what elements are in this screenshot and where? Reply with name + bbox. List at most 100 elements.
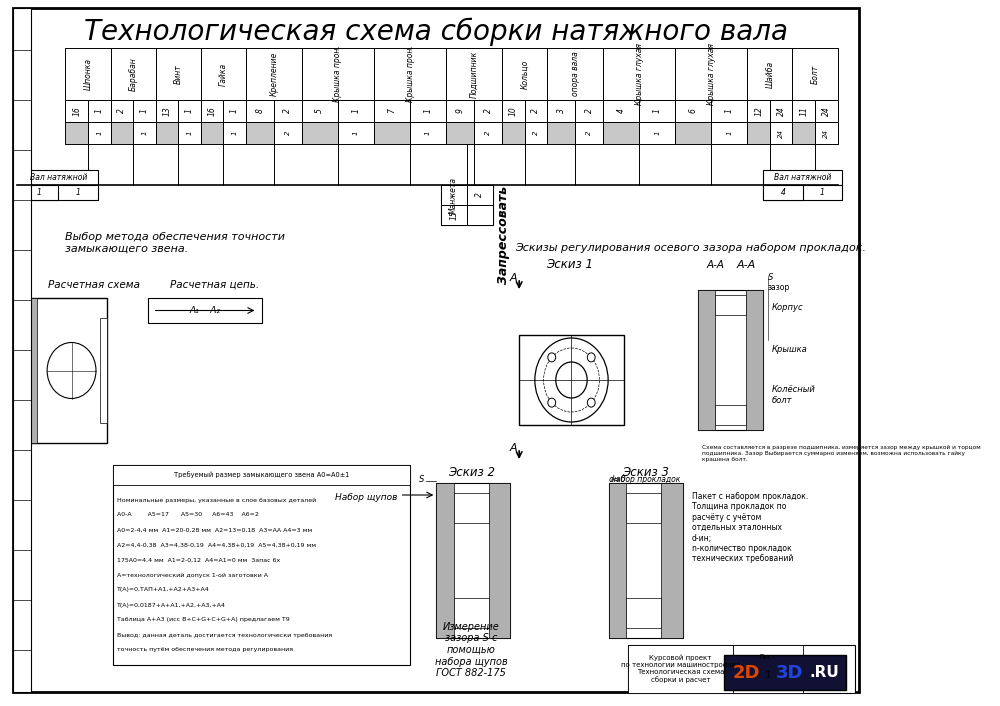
Bar <box>274 122 302 144</box>
Text: Расчетная цепь.: Расчетная цепь. <box>170 280 259 290</box>
Bar <box>661 483 683 638</box>
Bar <box>454 598 489 628</box>
Bar <box>609 483 626 638</box>
Bar <box>502 100 525 122</box>
Bar <box>519 335 624 425</box>
Bar <box>815 100 838 122</box>
Bar <box>792 48 838 100</box>
Circle shape <box>548 353 556 362</box>
Bar <box>201 122 223 144</box>
Text: 175А0=4,4 мм  А1=2-0,12  А4=А1=0 мм  Запас 6х: 175А0=4,4 мм А1=2-0,12 А4=А1=0 мм Запас … <box>117 558 280 563</box>
Text: А2=4,4-0,38  А3=4,38-0,19  А4=4,38+0,19  А5=4,38+0,19 мм: А2=4,4-0,38 А3=4,38-0,19 А4=4,38+0,19 А5… <box>117 542 316 547</box>
Bar <box>19 185 98 200</box>
Text: опора вала: опора вала <box>571 52 580 97</box>
Bar <box>88 122 111 144</box>
Bar <box>792 100 815 122</box>
Bar <box>441 185 467 205</box>
Text: точность путём обеспечения метода регулирования: точность путём обеспечения метода регули… <box>117 647 293 652</box>
Bar <box>111 122 133 144</box>
Circle shape <box>47 342 96 398</box>
Bar <box>746 290 763 430</box>
Bar <box>675 122 711 144</box>
Bar <box>374 122 410 144</box>
Text: 13: 13 <box>162 106 171 116</box>
Text: Запрессовать: Запрессовать <box>497 186 510 284</box>
Bar <box>13 8 31 692</box>
Bar <box>201 100 223 122</box>
Bar <box>441 185 493 225</box>
Bar <box>770 100 792 122</box>
Bar <box>156 100 178 122</box>
Text: 1: 1 <box>232 131 238 136</box>
Text: Расчетная схема: Расчетная схема <box>48 280 140 290</box>
Text: 24: 24 <box>823 128 829 138</box>
Text: 16: 16 <box>72 106 81 116</box>
Text: A₁    A₂: A₁ A₂ <box>190 306 221 315</box>
Bar <box>763 170 842 185</box>
Bar <box>454 493 489 523</box>
Text: Таблица А+А3 (исс В+С+G+С+G+А) предлагаем Т9: Таблица А+А3 (исс В+С+G+С+G+А) предлагае… <box>117 618 290 623</box>
Bar <box>410 100 446 122</box>
Text: 1: 1 <box>654 131 660 136</box>
Bar <box>711 122 747 144</box>
Bar <box>446 122 474 144</box>
Text: Выбор метода обеспечения точности
замыкающего звена.: Выбор метода обеспечения точности замыка… <box>65 232 285 253</box>
Text: А=технологический допуск 1-ой заготовки А: А=технологический допуск 1-ой заготовки … <box>117 573 268 578</box>
Text: 1: 1 <box>186 131 192 136</box>
Text: 2: 2 <box>117 109 126 114</box>
Text: Гайка: Гайка <box>219 62 228 85</box>
Bar <box>675 100 711 122</box>
Bar <box>698 290 763 430</box>
Bar <box>747 48 792 100</box>
Bar <box>467 185 493 205</box>
Bar <box>733 645 803 693</box>
Text: Схема составляется в разрезе подшипника, измеряется зазор между крышкой и торцом: Схема составляется в разрезе подшипника,… <box>702 445 981 462</box>
Bar <box>19 170 98 185</box>
Bar <box>724 655 846 690</box>
Text: 1: 1 <box>653 109 662 114</box>
Text: 3D: 3D <box>776 664 803 681</box>
Text: 12: 12 <box>754 106 763 116</box>
Text: 9: 9 <box>456 109 465 114</box>
Text: Т(А)=0,ТАП+А1,+А2+А3+А4: Т(А)=0,ТАП+А1,+А2+А3+А4 <box>117 587 210 592</box>
Text: 1: 1 <box>141 131 147 136</box>
Bar <box>603 48 675 100</box>
Text: Эскиз 1: Эскиз 1 <box>546 258 593 272</box>
Text: 5: 5 <box>315 109 324 114</box>
Bar <box>223 122 246 144</box>
Text: Эскиз 2: Эскиз 2 <box>448 465 495 479</box>
Bar <box>338 100 374 122</box>
Bar <box>133 122 156 144</box>
Bar <box>148 298 262 323</box>
Text: 1: 1 <box>425 131 431 136</box>
Text: 1: 1 <box>726 131 732 136</box>
Text: Кольцо: Кольцо <box>520 59 529 89</box>
Bar <box>698 290 715 430</box>
Bar <box>24 298 107 443</box>
Text: Вывод: данная деталь достигается технологически требования: Вывод: данная деталь достигается техноло… <box>117 633 332 638</box>
Bar <box>547 48 603 100</box>
Bar <box>111 100 133 122</box>
Text: Винт: Винт <box>174 64 183 84</box>
Text: 15: 15 <box>449 210 458 220</box>
Text: 1: 1 <box>351 109 360 114</box>
Bar <box>626 598 661 628</box>
Text: зазор: зазор <box>768 282 790 292</box>
Bar <box>246 122 274 144</box>
Bar <box>628 645 855 693</box>
Text: d=0: d=0 <box>609 476 627 484</box>
Text: 24: 24 <box>822 106 831 116</box>
Bar <box>763 185 803 200</box>
Text: 1: 1 <box>36 188 41 197</box>
Text: Лист: Лист <box>759 654 777 660</box>
Text: 8: 8 <box>255 109 264 114</box>
Bar <box>474 122 502 144</box>
Text: 2D: 2D <box>732 664 760 681</box>
Text: Шайба: Шайба <box>765 61 774 88</box>
Bar <box>770 122 792 144</box>
Text: 2: 2 <box>485 131 491 136</box>
Bar <box>113 465 410 665</box>
Text: 1: 1 <box>353 131 359 136</box>
Bar <box>338 122 374 144</box>
Bar <box>474 100 502 122</box>
